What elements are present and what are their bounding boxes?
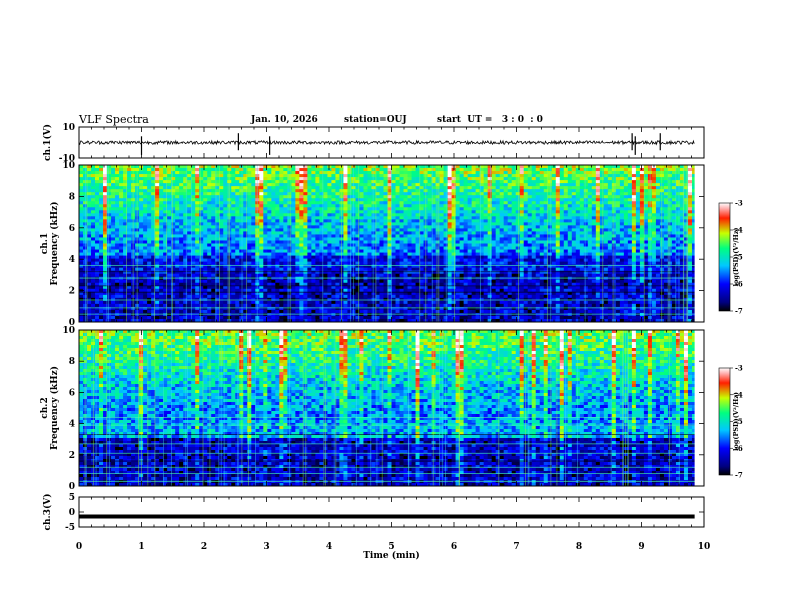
date-label: Jan. 10, 2026 [251, 115, 318, 125]
station-label: station=OUJ [344, 115, 407, 125]
colorbar-tick-label: -3 [735, 364, 743, 373]
x-tick-label: 10 [698, 542, 711, 552]
y-tick-label: 0 [69, 508, 75, 518]
ch1-spectrogram-colorbar [718, 202, 731, 312]
y-tick-label: 5 [69, 493, 75, 503]
y-tick-label: 6 [69, 224, 75, 234]
colorbar-tick-label: -7 [735, 307, 743, 316]
y-tick-label: 2 [69, 451, 75, 461]
y-tick-label: 4 [69, 255, 75, 265]
ch2-spectrogram-colorbar-label: log(PSD)(V²/Hz) [732, 392, 740, 451]
y-tick-label: -5 [65, 523, 75, 533]
colorbar-tick-label: -6 [735, 444, 743, 453]
ch2-spectrogram-ylabel-frequency: Frequency (kHz) [49, 366, 60, 450]
colorbar-tick-label: -4 [735, 390, 743, 399]
colorbar-tick-label: -5 [735, 417, 743, 426]
ch2-spectrogram-ylabel-channel: ch.2 [40, 397, 50, 418]
start-time-label: start UT = 3 : 0 : 0 [437, 115, 543, 125]
y-tick-label: 2 [69, 287, 75, 297]
y-tick-label: 6 [69, 388, 75, 398]
colorbar-tick-label: -3 [735, 199, 743, 208]
y-tick-label: 0 [69, 318, 75, 328]
ch1-spectrogram-ylabel-frequency: Frequency (kHz) [49, 201, 60, 285]
y-tick-label: 8 [69, 192, 75, 202]
x-tick-label: 6 [451, 542, 457, 552]
x-tick-label: 3 [263, 542, 269, 552]
x-axis-label: Time (min) [363, 550, 420, 561]
x-tick-label: 7 [513, 542, 519, 552]
y-tick-label: 10 [62, 123, 75, 133]
ch1-spectrogram-ylabel-channel: ch.1 [40, 233, 50, 254]
ch1-waveform-ylabel: ch.1(V) [42, 124, 53, 161]
colorbar-tick-label: -5 [735, 253, 743, 262]
ch3-waveform-ylabel: ch.3(V) [42, 494, 53, 531]
y-tick-label: -10 [59, 154, 75, 164]
y-tick-label: 4 [69, 420, 75, 430]
y-tick-label: 10 [62, 326, 75, 336]
colorbar-tick-label: -7 [735, 471, 743, 480]
x-tick-label: 4 [326, 542, 332, 552]
x-tick-label: 5 [388, 542, 394, 552]
colorbar-tick-label: -4 [735, 226, 743, 235]
x-tick-label: 1 [138, 542, 144, 552]
x-tick-label: 8 [576, 542, 582, 552]
ch1-spectrogram-colorbar-label: log(PSD)(V²/Hz) [732, 228, 740, 287]
chart-title: VLF Spectra [79, 113, 149, 126]
y-tick-label: 10 [62, 161, 75, 171]
ch1-spectrogram-image [79, 165, 705, 323]
x-tick-label: 9 [638, 542, 644, 552]
y-tick-label: 8 [69, 357, 75, 367]
ch2-spectrogram-image [79, 330, 705, 487]
colorbar-tick-label: -6 [735, 280, 743, 289]
ch2-spectrogram-colorbar [718, 367, 731, 476]
x-tick-label: 2 [201, 542, 207, 552]
ch1-waveform-trace [78, 139, 695, 146]
x-tick-label: 0 [76, 542, 82, 552]
y-tick-label: 0 [69, 482, 75, 492]
